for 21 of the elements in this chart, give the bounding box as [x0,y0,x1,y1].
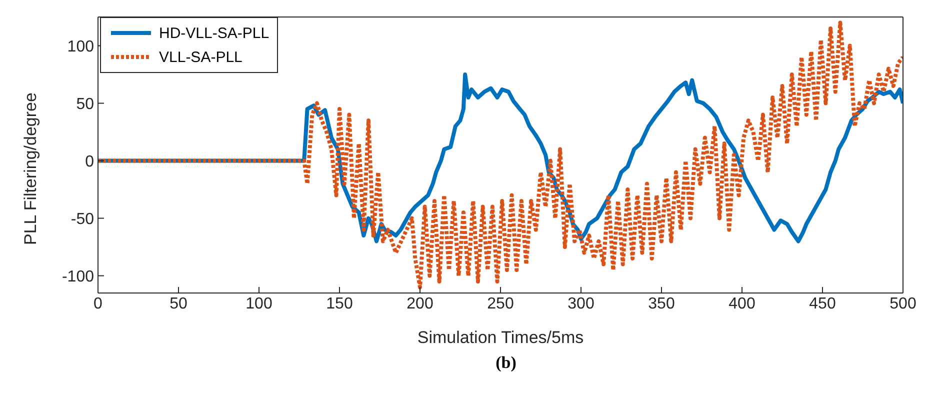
y-tick-label: 100 [67,38,94,56]
y-tick-label: -50 [70,210,94,228]
x-tick-label: 150 [326,295,353,312]
x-tick-label: 100 [246,295,272,312]
x-tick-label: 350 [648,295,675,312]
text: (b) [494,353,518,373]
y-axis-title: PLL Filtering/degree [21,92,40,245]
line-series [98,20,903,290]
x-tick-label: 200 [406,295,434,312]
x-tick-label: 400 [728,295,756,312]
y-tick-label: 0 [85,153,94,170]
x-tick-label: 250 [487,295,514,312]
legend-label: HD-VLL-SA-PLL [159,24,270,42]
x-tick-label: 500 [890,295,916,312]
y-tick-label: -100 [62,268,94,286]
x-tick-label: 50 [170,295,188,312]
legend-label: VLL-SA-PLL [159,48,242,66]
x-tick-label: 300 [568,295,594,312]
y-tick-label: 50 [76,96,94,113]
x-axis-title: Simulation Times/5ms [417,328,584,347]
x-tick-label: 450 [809,295,836,312]
